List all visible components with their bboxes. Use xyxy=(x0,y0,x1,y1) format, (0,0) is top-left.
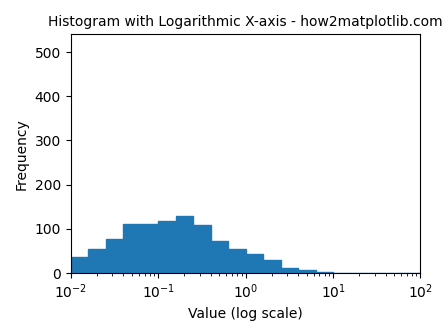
Bar xyxy=(141,224,158,273)
Bar xyxy=(176,216,193,273)
Bar xyxy=(315,272,333,273)
Bar xyxy=(280,268,298,273)
Bar xyxy=(263,260,280,273)
X-axis label: Value (log scale): Value (log scale) xyxy=(188,307,303,321)
Bar xyxy=(71,257,88,273)
Bar xyxy=(123,224,141,273)
Bar xyxy=(228,249,246,273)
Bar xyxy=(88,249,106,273)
Title: Histogram with Logarithmic X-axis - how2matplotlib.com: Histogram with Logarithmic X-axis - how2… xyxy=(48,15,443,29)
Bar xyxy=(298,269,315,273)
Bar xyxy=(246,254,263,273)
Y-axis label: Frequency: Frequency xyxy=(15,118,29,190)
Bar xyxy=(211,241,228,273)
Bar xyxy=(193,225,211,273)
Bar xyxy=(106,239,123,273)
Bar xyxy=(158,221,176,273)
